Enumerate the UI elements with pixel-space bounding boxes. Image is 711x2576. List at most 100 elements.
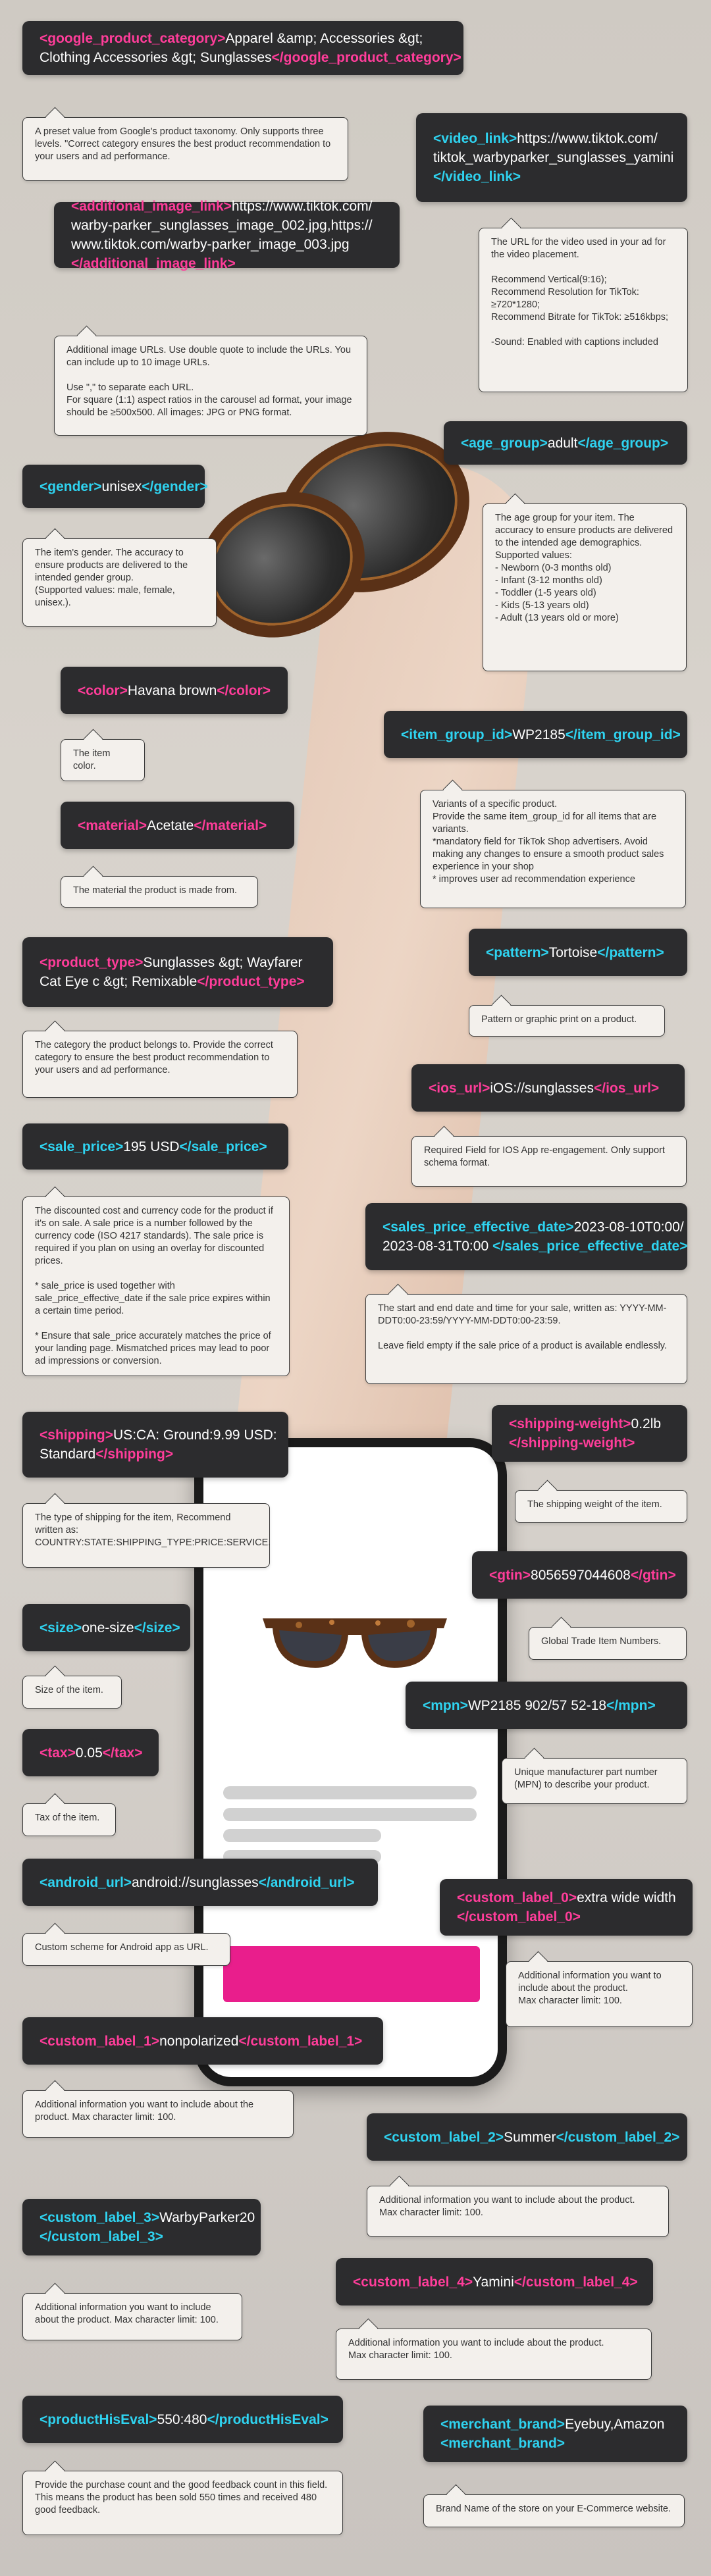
xml-tag-name: </video_link> — [433, 169, 521, 184]
size-description: Size of the item. — [22, 1676, 122, 1709]
xml-tag-name: </shipping> — [95, 1447, 174, 1462]
field-value: Clothing Accessories &gt; Sunglasses — [40, 50, 272, 65]
android-url-description: Custom scheme for Android app as URL. — [22, 1933, 230, 1966]
xml-tag-name: <gtin> — [489, 1567, 531, 1583]
description-text: Additional information you want to inclu… — [518, 1971, 662, 2006]
xml-tag-name: <custom_label_3> — [40, 2210, 160, 2225]
custom-label-2-description: Additional information you want to inclu… — [367, 2186, 669, 2237]
tag-line: <video_link>https://www.tiktok.com/ — [433, 129, 670, 148]
description-text: Variants of a specific product. Provide … — [433, 799, 664, 885]
description-text: Additional information you want to inclu… — [35, 2099, 254, 2123]
tag-line: Standard</shipping> — [40, 1445, 271, 1464]
field-value: Standard — [40, 1447, 96, 1462]
ios-url-tag: <ios_url>iOS://sunglasses</ios_url> — [411, 1064, 685, 1112]
google-product-category-description: A preset value from Google's product tax… — [22, 117, 348, 181]
xml-tag-name: <ios_url> — [429, 1080, 490, 1096]
field-value: Summer — [504, 2129, 556, 2145]
field-value: Apparel &amp; Accessories &gt; — [225, 31, 423, 46]
xml-tag-name: <material> — [78, 817, 147, 833]
shipping-weight-tag: <shipping-weight>0.2lb </shipping-weight> — [492, 1405, 687, 1462]
product-type-tag: <product_type>Sunglasses &gt; Wayfarer Ca… — [22, 937, 333, 1007]
description-text: Tax of the item. — [35, 1813, 100, 1823]
xml-tag-name: </gender> — [142, 478, 208, 494]
productHisEval-description: Provide the purchase count and the good … — [22, 2471, 343, 2535]
xml-tag-name: <age_group> — [461, 435, 548, 451]
xml-tag-name: <productHisEval> — [40, 2411, 157, 2427]
tag-line: <productHisEval>550:480</productHisEval> — [40, 2410, 329, 2429]
tag-line: <material>Acetate</material> — [78, 816, 277, 835]
tag-line: <mpn>WP2185 902/57 52-18</mpn> — [423, 1696, 670, 1715]
shop-now-button[interactable] — [223, 1946, 480, 2002]
field-value: 2023-08-31T0:00 — [382, 1239, 492, 1254]
field-value: 0.2lb — [631, 1416, 662, 1431]
field-value: 8056597044608 — [531, 1567, 631, 1583]
field-value: adult — [547, 435, 578, 451]
description-text: Required Field for IOS App re-engagement… — [424, 1145, 665, 1168]
tag-line: tiktok_warbyparker_sunglasses_yamini — [433, 148, 674, 167]
xml-tag-name: <item_group_id> — [401, 727, 513, 742]
field-value: tiktok_warbyparker_sunglasses_yamini — [433, 150, 674, 165]
description-text: The start and end date and time for your… — [378, 1303, 668, 1351]
custom-label-1-tag: <custom_label_1>nonpolarized</custom_lab… — [22, 2017, 383, 2065]
field-value: WP2185 — [512, 727, 566, 742]
tag-line: </shipping-weight> — [509, 1433, 670, 1453]
description-text: Additional information you want to inclu… — [348, 2338, 604, 2361]
description-text: The shipping weight of the item. — [527, 1499, 662, 1510]
description-text: Size of the item. — [35, 1685, 103, 1695]
custom-label-3-description: Additional information you want to inclu… — [22, 2293, 242, 2340]
size-tag: <size>one-size</size> — [22, 1604, 190, 1651]
google-product-category-tag: <google_product_category>Apparel &amp; A… — [22, 21, 463, 75]
description-text: Provide the purchase count and the good … — [35, 2480, 328, 2515]
field-value: one-size — [82, 1620, 134, 1636]
xml-tag-name: <product_type> — [40, 955, 144, 970]
tag-line: <custom_label_0>extra wide width — [457, 1888, 676, 1907]
xml-tag-name: <google_product_category> — [40, 31, 226, 46]
custom-label-0-tag: <custom_label_0>extra wide width </custom… — [440, 1879, 693, 1936]
tag-line: <android_url>android://sunglasses</andro… — [40, 1873, 361, 1892]
tag-line: <custom_label_1>nonpolarized</custom_lab… — [40, 2032, 366, 2051]
custom-label-1-description: Additional information you want to inclu… — [22, 2090, 294, 2138]
xml-tag-name: <custom_label_1> — [40, 2033, 160, 2049]
description-text: A preset value from Google's product tax… — [35, 126, 331, 162]
description-text: The item's gender. The accuracy to ensur… — [35, 548, 188, 608]
color-tag: <color>Havana brown</color> — [61, 667, 288, 714]
gtin-description: Global Trade Item Numbers. — [529, 1627, 687, 1660]
xml-tag-name: </product_type> — [197, 974, 305, 989]
additional-image-link-tag: <additional_image_link>https://www.tikto… — [54, 199, 400, 271]
xml-tag-name: </color> — [217, 683, 271, 698]
xml-tag-name: <size> — [40, 1620, 82, 1636]
field-value: warby-parker_sunglasses_image_002.jpg,ht… — [71, 218, 373, 233]
xml-tag-name: </size> — [134, 1620, 180, 1636]
tag-line: </custom_label_0> — [457, 1907, 675, 1926]
productHisEval-tag: <productHisEval>550:480</productHisEval> — [22, 2396, 343, 2443]
xml-tag-name: </android_url> — [258, 1874, 355, 1890]
xml-tag-name: </custom_label_1> — [238, 2033, 363, 2049]
tag-line: <custom_label_4>Yamini</custom_label_4> — [353, 2273, 638, 2292]
mpn-tag: <mpn>WP2185 902/57 52-18</mpn> — [406, 1682, 687, 1729]
phone-mockup — [194, 1438, 507, 2086]
video-link-description: The URL for the video used in your ad fo… — [479, 228, 688, 392]
xml-tag-name: <tax> — [40, 1745, 76, 1761]
xml-tag-name: <android_url> — [40, 1874, 132, 1890]
xml-tag-name: <shipping> — [40, 1428, 114, 1443]
xml-tag-name: </custom_label_0> — [457, 1909, 581, 1924]
field-value: https://www.tiktok.com/ — [517, 131, 658, 146]
tag-line: <shipping>US:CA: Ground:9.99 USD: — [40, 1426, 277, 1445]
sale-price-description: The discounted cost and currency code fo… — [22, 1197, 290, 1376]
description-text: Custom scheme for Android app as URL. — [35, 1942, 209, 1953]
description-text: Unique manufacturer part number (MPN) to… — [514, 1767, 658, 1790]
xml-tag-name: <custom_label_2> — [384, 2129, 504, 2145]
description-text: The material the product is made from. — [73, 885, 238, 896]
xml-tag-name: </gtin> — [630, 1567, 676, 1583]
xml-tag-name: </material> — [194, 817, 267, 833]
xml-tag-name: <color> — [78, 683, 128, 698]
field-value: WP2185 902/57 52-18 — [467, 1697, 607, 1713]
field-value: nonpolarized — [159, 2033, 239, 2049]
tax-tag: <tax>0.05</tax> — [22, 1729, 159, 1776]
tag-line: Clothing Accessories &gt; Sunglasses</go… — [40, 48, 461, 67]
pattern-description: Pattern or graphic print on a product. — [469, 1005, 665, 1037]
tag-line: </custom_label_3> — [40, 2227, 244, 2246]
xml-tag-name: </pattern> — [597, 944, 664, 960]
tag-line: </additional_image_link> — [71, 254, 382, 273]
field-value: 195 USD — [123, 1139, 180, 1154]
